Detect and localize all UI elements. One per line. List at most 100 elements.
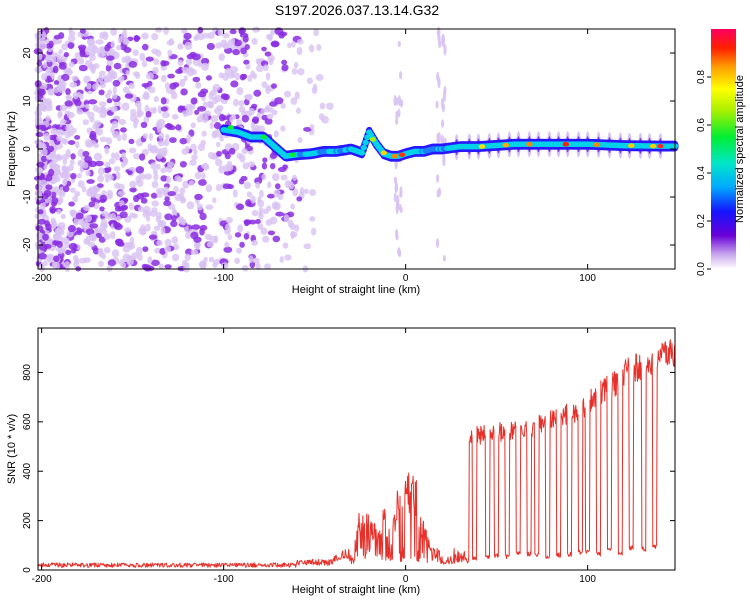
spectrogram-noise-blob (222, 43, 230, 50)
spectrogram-noise-blob (168, 137, 177, 143)
spectrogram-noise-blob (201, 115, 209, 124)
spectrogram-noise-blob (144, 173, 152, 180)
spectrogram-noise-blob (120, 127, 127, 133)
spectrogram-noise-streak (394, 184, 398, 194)
spectrogram-noise-blob (35, 131, 44, 137)
spectrogram-noise-blob (319, 102, 326, 110)
spectrogram-x-label: Height of straight line (km) (292, 284, 420, 296)
spectrogram-noise-streak (435, 174, 440, 183)
snr-plot-area (38, 328, 675, 570)
spectrogram-noise-blob (35, 124, 45, 130)
spectrogram-noise-blob (255, 218, 261, 225)
spectrogram-noise-blob (166, 40, 175, 46)
spectrogram-noise-blob (222, 72, 229, 81)
spectrogram-noise-blob (238, 28, 245, 35)
spectrogram-noise-blob (253, 124, 261, 133)
spectrogram-noise-blob (145, 72, 154, 80)
spectrogram-noise-blob (103, 247, 111, 254)
spectrogram-noise-blob (39, 42, 47, 50)
spectrogram-noise-blob (67, 130, 75, 137)
snr-y-tick-label: 600 (22, 413, 33, 430)
spectrogram-noise-blob (114, 152, 120, 161)
spectrogram-y-label: Frequency (Hz) (6, 111, 18, 187)
spectrogram-noise-blob (236, 86, 244, 96)
spectrogram-noise-blob (243, 181, 251, 190)
spectrogram-noise-blob (245, 199, 253, 207)
spectrogram-x-tick-label: -100 (214, 273, 234, 284)
spectrogram-noise-blob (74, 190, 81, 197)
spectrogram-noise-blob (60, 83, 66, 91)
spectrogram-noise-blob (78, 93, 84, 101)
spectrogram-ridge-mark (358, 150, 366, 156)
spectrogram-noise-blob (111, 93, 118, 100)
spectrogram-noise-blob (213, 122, 222, 130)
snr-x-tick-label: -200 (32, 574, 52, 585)
spectrogram-noise-blob (148, 133, 154, 141)
spectrogram-noise-blob (158, 220, 167, 228)
spectrogram-noise-blob (132, 49, 139, 56)
spectrogram-noise-blob (241, 114, 250, 123)
spectrogram-noise-blob (212, 197, 217, 204)
spectrogram-noise-blob (190, 122, 196, 129)
spectrogram-noise-blob (55, 153, 62, 160)
figure-title: S197.2026.037.13.14.G32 (275, 2, 439, 18)
spectrogram-noise-blob (243, 233, 250, 240)
spectrogram-noise-blob (269, 216, 278, 225)
spectrogram-noise-blob (99, 206, 105, 212)
spectrogram-noise-blob (61, 237, 70, 244)
spectrogram-noise-blob (61, 43, 68, 51)
spectrogram-noise-blob (58, 49, 63, 55)
spectrogram-noise-blob (279, 256, 284, 263)
spectrogram-noise-blob (229, 147, 236, 155)
spectrogram-noise-blob (109, 73, 116, 80)
spectrogram-noise-blob (183, 32, 192, 40)
spectrogram-noise-blob (79, 165, 84, 173)
spectrogram-noise-blob (160, 157, 167, 163)
spectrogram-noise-blob (106, 98, 113, 104)
spectrogram-noise-blob (91, 46, 100, 54)
spectrogram-y-tick-label: 10 (22, 95, 33, 107)
spectrogram-noise-blob (67, 225, 76, 233)
spectrogram-noise-blob (204, 110, 212, 117)
spectrogram-noise-blob (170, 220, 178, 228)
spectrogram-noise-blob (188, 180, 195, 186)
spectrogram-noise-blob (158, 132, 165, 140)
spectrogram-noise-blob (174, 175, 182, 182)
spectrogram-noise-blob (141, 60, 148, 68)
spectrogram-noise-blob (106, 59, 114, 67)
spectrogram-noise-blob (296, 46, 303, 56)
spectrogram-noise-blob (198, 261, 207, 268)
spectrogram-noise-blob (182, 108, 189, 118)
spectrogram-noise-blob (60, 73, 70, 82)
spectrogram-noise-blob (52, 240, 61, 246)
spectrogram-noise-blob (111, 120, 119, 129)
spectrogram-noise-blob (125, 70, 130, 76)
spectrogram-noise-blob (112, 131, 120, 137)
spectrogram-noise-blob (128, 138, 135, 145)
spectrogram-noise-blob (242, 35, 249, 43)
spectrogram-noise-streak (436, 71, 440, 82)
spectrogram-noise-blob (316, 44, 322, 51)
spectrogram-noise-blob (250, 195, 256, 204)
spectrogram-noise-blob (158, 263, 164, 270)
spectrogram-noise-blob (126, 258, 134, 266)
spectrogram-noise-blob (258, 212, 264, 220)
snr-x-tick-label: 0 (403, 574, 409, 585)
spectrogram-noise-blob (76, 108, 84, 115)
spectrogram-noise-blob (97, 49, 105, 59)
spectrogram-noise-blob (65, 249, 72, 256)
spectrogram-noise-blob (53, 34, 61, 40)
spectrogram-noise-blob (170, 214, 177, 222)
spectrogram-noise-blob (252, 116, 260, 124)
spectrogram-noise-blob (186, 201, 195, 210)
spectrogram-noise-blob (105, 92, 111, 99)
spectrogram-noise-blob (128, 60, 138, 68)
spectrogram-noise-blob (118, 119, 127, 126)
spectrogram-noise-blob (97, 174, 105, 183)
spectrogram-noise-blob (78, 64, 88, 72)
spectrogram-noise-blob (141, 148, 149, 156)
spectrogram-ridge-mark (369, 137, 377, 142)
spectrogram-noise-blob (290, 203, 296, 210)
spectrogram-noise-blob (98, 101, 107, 107)
spectrogram-noise-blob (48, 160, 57, 169)
